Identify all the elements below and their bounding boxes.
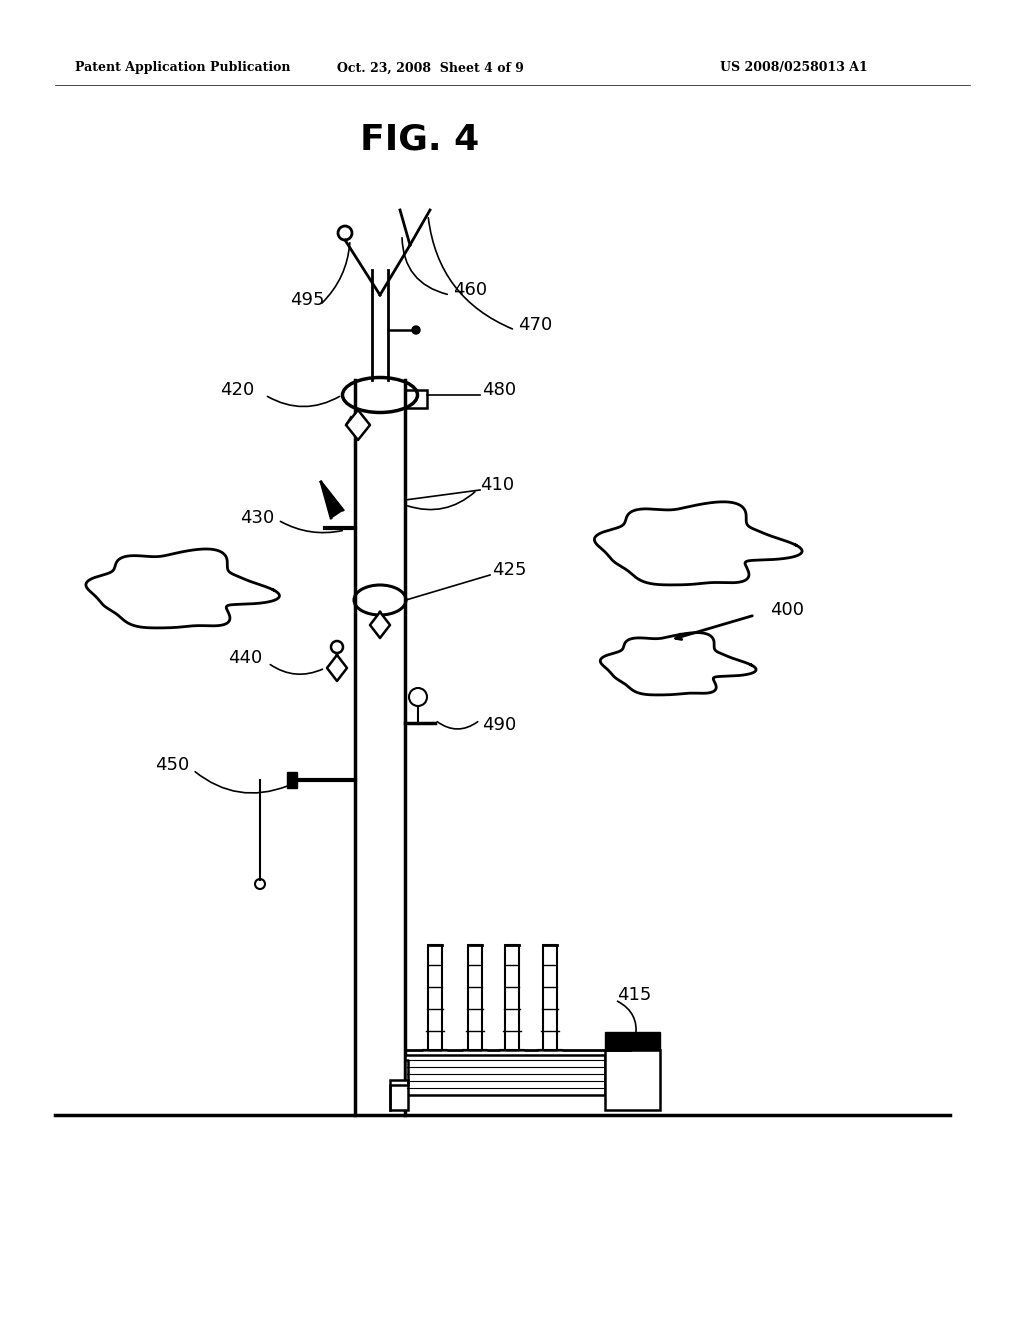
Bar <box>605 1049 660 1110</box>
Text: 400: 400 <box>770 601 804 619</box>
Polygon shape <box>321 482 343 517</box>
Text: 460: 460 <box>453 281 487 300</box>
Polygon shape <box>538 945 562 1049</box>
Text: 450: 450 <box>155 756 189 774</box>
Text: 430: 430 <box>240 510 274 527</box>
Text: Oct. 23, 2008  Sheet 4 of 9: Oct. 23, 2008 Sheet 4 of 9 <box>337 62 523 74</box>
Text: 420: 420 <box>220 381 254 399</box>
Polygon shape <box>500 945 524 1049</box>
Text: 425: 425 <box>492 561 526 579</box>
Bar <box>605 1032 660 1049</box>
Bar <box>390 1080 408 1110</box>
Circle shape <box>412 326 420 334</box>
Text: Patent Application Publication: Patent Application Publication <box>75 62 291 74</box>
Polygon shape <box>370 612 390 638</box>
Text: FIG. 4: FIG. 4 <box>360 123 479 157</box>
Text: 440: 440 <box>228 649 262 667</box>
Text: 490: 490 <box>482 715 516 734</box>
Polygon shape <box>327 655 347 681</box>
Text: 495: 495 <box>290 290 325 309</box>
Polygon shape <box>423 945 447 1049</box>
Text: 470: 470 <box>518 315 552 334</box>
Bar <box>406 389 427 408</box>
Text: 480: 480 <box>482 381 516 399</box>
Text: US 2008/0258013 A1: US 2008/0258013 A1 <box>720 62 867 74</box>
Text: 415: 415 <box>617 986 651 1005</box>
Bar <box>287 772 297 788</box>
Text: 410: 410 <box>480 477 514 494</box>
Polygon shape <box>463 945 487 1049</box>
Polygon shape <box>346 411 370 440</box>
Bar <box>406 1055 605 1096</box>
